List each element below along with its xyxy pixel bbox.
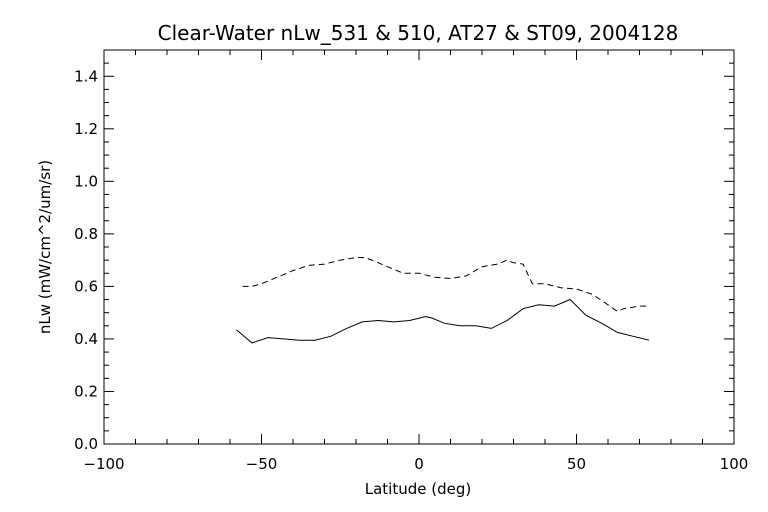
x-tick-labels: −100 −50 0 50 100 bbox=[83, 455, 748, 473]
plot-frame bbox=[103, 49, 735, 445]
y-tick-label: 1.2 bbox=[74, 120, 98, 138]
chart-title: Clear-Water nLw_531 & 510, AT27 & ST09, … bbox=[158, 21, 679, 45]
series-line-solid bbox=[235, 298, 650, 344]
y-axis-label: nLw (mW/cm^2/um/sr) bbox=[36, 160, 54, 334]
y-tick-labels: 0.0 0.2 0.4 0.6 0.8 1.0 1.2 1.4 bbox=[74, 67, 98, 453]
axis-ticks bbox=[103, 49, 735, 445]
y-tick-label: 1.4 bbox=[74, 67, 98, 85]
x-tick-label: 50 bbox=[567, 455, 586, 473]
y-tick-label: 0.4 bbox=[74, 330, 98, 348]
y-tick-label: 0.6 bbox=[74, 277, 98, 295]
y-tick-label: 0.2 bbox=[74, 382, 98, 400]
y-tick-label: 1.0 bbox=[74, 172, 98, 190]
x-tick-label: −100 bbox=[83, 455, 124, 473]
x-tick-label: 100 bbox=[720, 455, 749, 473]
x-axis-label: Latitude (deg) bbox=[365, 480, 471, 498]
x-tick-label: 0 bbox=[414, 455, 424, 473]
series-layer bbox=[235, 257, 650, 344]
y-tick-label: 0.0 bbox=[74, 435, 98, 453]
y-tick-label: 0.8 bbox=[74, 225, 98, 243]
series-line-dashed bbox=[242, 257, 649, 312]
x-tick-label: −50 bbox=[246, 455, 278, 473]
